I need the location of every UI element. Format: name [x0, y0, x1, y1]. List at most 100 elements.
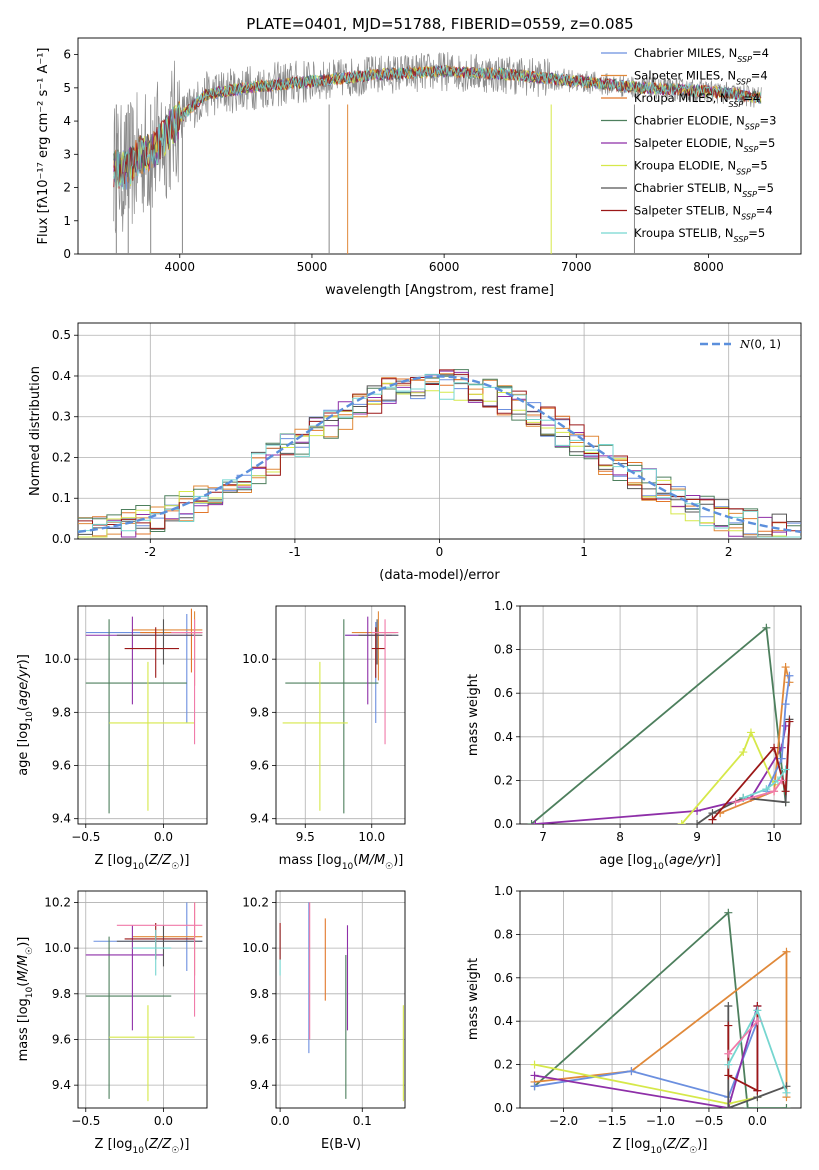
age-weight-lines	[527, 623, 794, 824]
weight-marker	[753, 1017, 762, 1026]
weight-marker	[781, 721, 790, 730]
weight-marker	[770, 787, 779, 796]
weight-line	[742, 768, 787, 799]
weight-marker	[530, 1082, 539, 1091]
z-weight-lines	[530, 908, 791, 1108]
axes-frame	[77, 890, 208, 1109]
age-weight-axes: 7 8 9 10 0.0 0.2 0.4 0.6 0.8 1.0 age [log10(age/yr…	[466, 599, 802, 872]
x-tick-label: 6000	[429, 260, 460, 274]
y-tick-label: 9.6	[52, 1032, 71, 1046]
spectrum-ylabel: Flux [fλ10⁻¹⁷ erg cm⁻² s⁻¹ A⁻¹]	[36, 48, 51, 245]
axes-frame	[519, 890, 802, 1109]
y-tick-label: 9.6	[250, 759, 269, 773]
y-tick-label: 6	[63, 48, 71, 62]
weight-marker	[746, 728, 755, 737]
weight-marker	[777, 754, 786, 763]
y-tick-label: 0.4	[494, 1014, 513, 1028]
weight-marker	[693, 820, 702, 824]
axes-frame	[77, 37, 802, 255]
weight-line	[681, 730, 775, 824]
y-tick-label: 9.8	[250, 987, 269, 1001]
x-tick-label: −1.0	[646, 1114, 675, 1128]
weight-marker	[782, 947, 791, 956]
x-tick-label: 8000	[693, 260, 724, 274]
y-tick-label: 0.6	[494, 686, 513, 700]
y-tick-label: 0.0	[494, 1101, 513, 1115]
x-tick-label: 9.5	[296, 830, 315, 844]
y-tick-label: 0.0	[52, 532, 71, 546]
weight-marker	[731, 798, 740, 807]
z-mass-axes: −0.5 0.0 9.4 9.6 9.8 10.0 10.2 Z [log10(Z/Z☉)] m…	[16, 890, 208, 1156]
y-tick-label: 0	[63, 247, 71, 261]
y-tick-label: 2	[63, 181, 71, 195]
axes-frame	[275, 605, 406, 825]
legend-label: Salpeter ELODIE, NSSP=5	[634, 136, 775, 154]
y-tick-label: 3	[63, 147, 71, 161]
y-tick-label: 0.4	[52, 369, 71, 383]
x-tick-label: −2.0	[549, 1114, 578, 1128]
ebv-mass-xlabel: E(B-V)	[321, 1137, 361, 1152]
y-tick-label: 9.4	[250, 812, 269, 826]
weight-marker	[724, 1049, 733, 1058]
y-tick-label: 1.0	[494, 884, 513, 898]
weight-marker	[739, 748, 748, 757]
x-tick-label: 7000	[561, 260, 592, 274]
z-age-ylabel: age [log10(age/yr)]	[16, 654, 35, 776]
legend-label: Kroupa ELODIE, NSSP=5	[634, 159, 768, 177]
spectrum-legend: Chabrier MILES, NSSP=4 Salpeter MILES, NS…	[601, 46, 776, 244]
x-tick-label: 2	[725, 545, 733, 559]
x-tick-label: 10.0	[358, 830, 385, 844]
weight-marker	[743, 1104, 752, 1108]
weight-marker	[762, 785, 771, 794]
x-tick-label: -1	[289, 545, 301, 559]
y-tick-label: 0.2	[494, 773, 513, 787]
weight-marker	[693, 806, 702, 815]
weight-marker	[777, 776, 786, 785]
x-tick-label: −0.5	[694, 1114, 723, 1128]
y-tick-label: 9.4	[52, 812, 71, 826]
weight-line	[711, 721, 791, 821]
axes-frame	[77, 322, 802, 540]
x-tick-label: 0.0	[154, 1114, 173, 1128]
y-tick-label: 1	[63, 214, 71, 228]
y-tick-label: 9.6	[250, 1032, 269, 1046]
age-weight-xlabel: age [log10(age/yr)]	[599, 853, 721, 872]
legend-label: Salpeter MILES, NSSP=4	[634, 69, 768, 87]
y-tick-label: 5	[63, 81, 71, 95]
x-tick-label: 4000	[165, 260, 196, 274]
axes-frame	[77, 605, 208, 825]
y-tick-label: 0.6	[494, 971, 513, 985]
weight-marker	[781, 787, 790, 796]
weight-line	[534, 949, 788, 1098]
weight-line	[719, 666, 791, 814]
age-weight-ylabel: mass weight	[466, 674, 481, 756]
z-age-axes: −0.5 0.0 9.4 9.6 9.8 10.0 Z [log10(Z/Z☉)] age […	[16, 605, 208, 872]
weight-line	[765, 675, 791, 792]
y-tick-label: 9.6	[52, 759, 71, 773]
y-tick-label: 10.2	[242, 895, 269, 909]
legend-label: N(0, 1)	[739, 337, 781, 351]
legend-label: Chabrier MILES, NSSP=4	[634, 46, 769, 64]
residual-xlabel: (data-model)/error	[379, 568, 500, 583]
y-tick-label: 0.0	[494, 817, 513, 831]
y-tick-label: 0.2	[494, 1058, 513, 1072]
y-tick-label: 10.0	[242, 652, 269, 666]
y-tick-label: 9.8	[250, 705, 269, 719]
x-tick-label: −1.5	[597, 1114, 626, 1128]
z-age-points	[85, 608, 203, 814]
y-tick-label: 1.0	[494, 599, 513, 613]
x-tick-label: 9	[693, 830, 701, 844]
weight-marker	[708, 815, 717, 824]
weight-marker	[530, 1071, 539, 1080]
weight-marker	[530, 1060, 539, 1069]
mass-age-xlabel: mass [log10(M/M☉)]	[279, 853, 404, 872]
weight-marker	[724, 1021, 733, 1030]
histogram-lines	[78, 369, 801, 538]
y-tick-label: 9.4	[250, 1078, 269, 1092]
x-tick-label: 7	[539, 830, 547, 844]
z-mass-ylabel: mass [log10(M/M☉)]	[16, 937, 35, 1062]
axes-frame	[275, 890, 406, 1109]
spectrum-model-line	[113, 65, 762, 182]
mass-age-points	[282, 611, 399, 814]
